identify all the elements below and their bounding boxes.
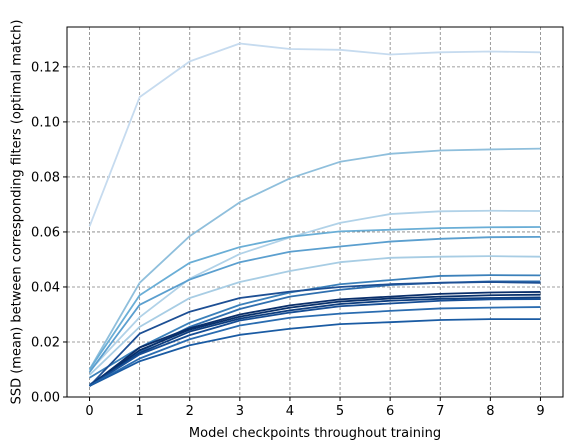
x-tick-label: 8	[486, 404, 494, 419]
x-tick-label: 2	[186, 404, 194, 419]
y-tick-label: 0.10	[31, 115, 60, 130]
x-tick-label: 6	[386, 404, 394, 419]
series-line-6	[88, 255, 541, 376]
x-tick-label: 3	[236, 404, 244, 419]
series-line-3	[88, 209, 541, 372]
y-tick-label: 0.04	[31, 280, 60, 295]
series-line-9	[88, 281, 541, 387]
series-line-11	[89, 293, 541, 387]
series-line-4	[88, 226, 541, 370]
x-tick-label: 5	[336, 404, 344, 419]
series-line-14	[89, 306, 541, 387]
x-tick-label: 1	[136, 404, 144, 419]
series-line-12	[89, 296, 541, 387]
y-axis-label: SSD (mean) between corresponding filters…	[10, 20, 25, 405]
y-axis-ticks: 0.00 0.02 0.04 0.06 0.08 0.10 0.12	[31, 60, 67, 406]
series-line-5	[88, 235, 541, 373]
x-tick-label: 4	[286, 404, 294, 419]
x-tick-label: 0	[85, 404, 93, 419]
series-line-13	[89, 298, 541, 387]
y-tick-label: 0.02	[31, 335, 60, 350]
x-axis-ticks: 0 1 2 3 4 5 6 7 8 9	[85, 397, 545, 419]
x-axis-label: Model checkpoints throughout training	[189, 426, 441, 441]
plot-frame	[66, 26, 564, 398]
x-tick-label: 7	[436, 404, 444, 419]
y-tick-label: 0.12	[31, 60, 60, 75]
series-line-7	[89, 274, 541, 379]
series-line-2	[88, 147, 541, 370]
y-tick-label: 0.06	[31, 225, 60, 240]
y-tick-label: 0.00	[31, 391, 60, 406]
series-layer	[88, 42, 541, 387]
series-line-15	[89, 318, 541, 387]
x-tick-label: 9	[536, 404, 544, 419]
series-line-1	[88, 42, 541, 227]
y-tick-label: 0.08	[31, 170, 60, 185]
series-line-10	[88, 291, 541, 387]
